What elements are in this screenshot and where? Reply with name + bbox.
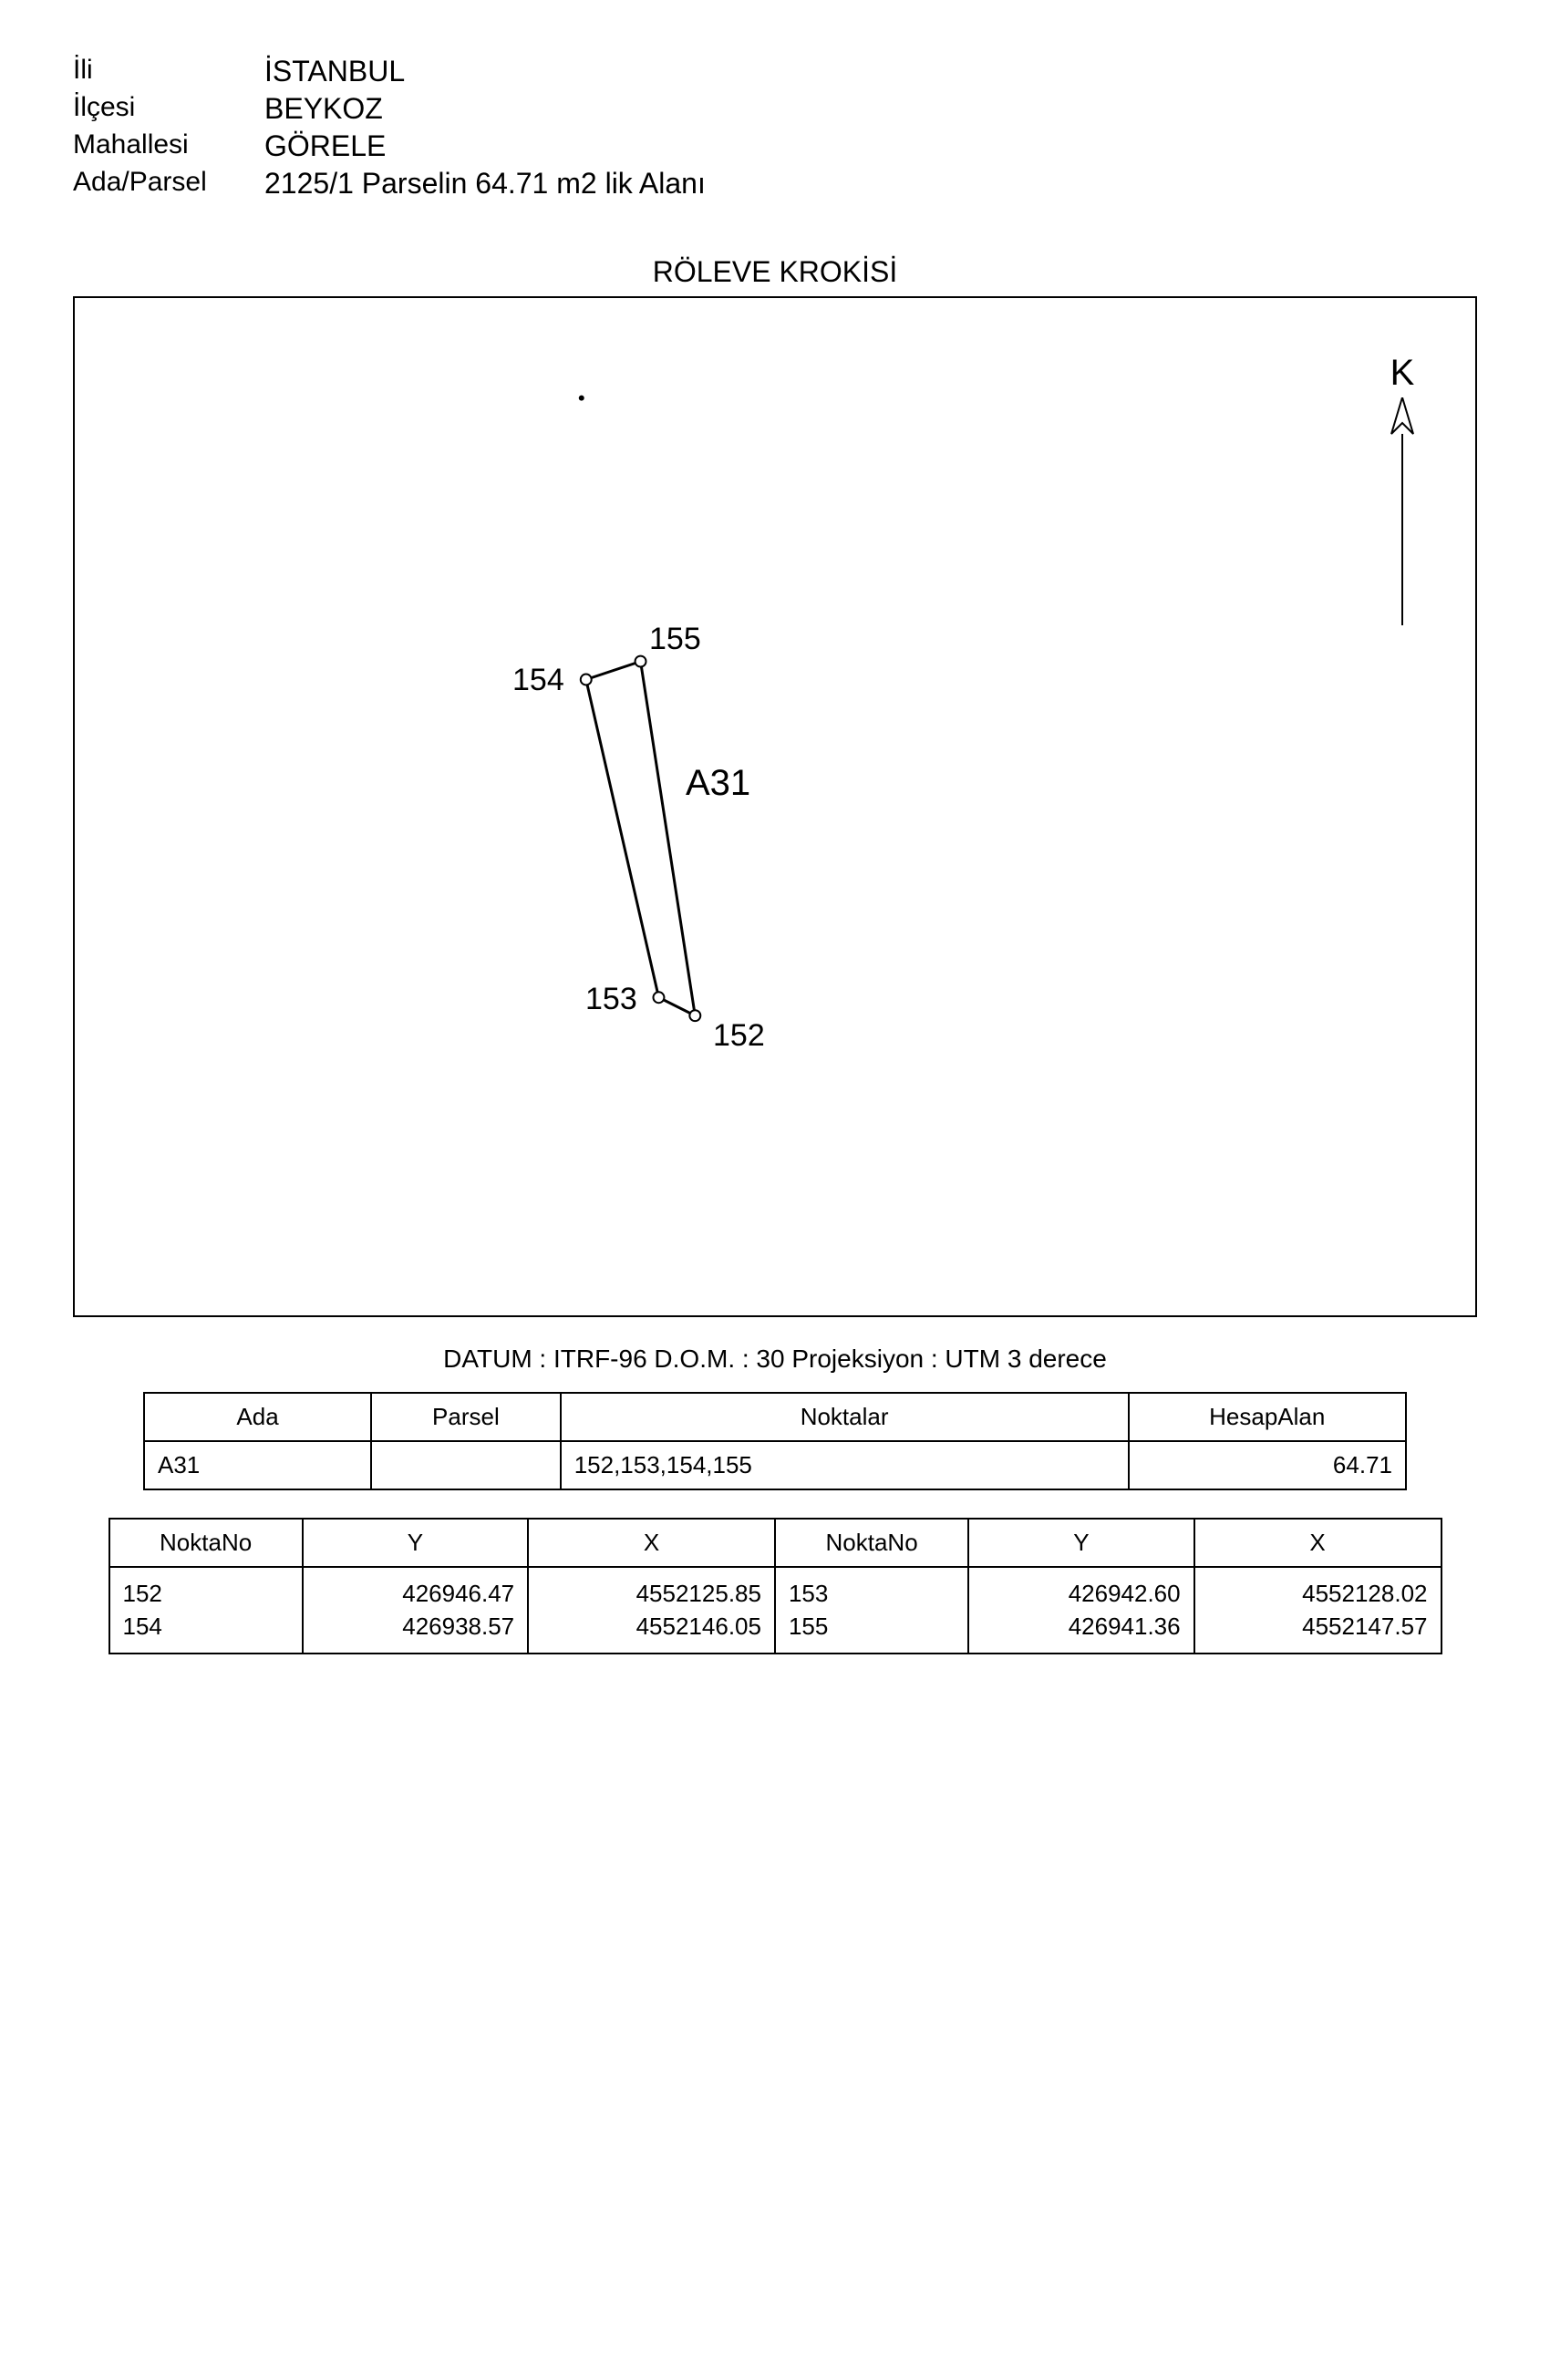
datum-line: DATUM : ITRF-96 D.O.M. : 30 Projeksiyon … <box>73 1345 1477 1374</box>
header-label: Ada/Parsel <box>73 167 264 201</box>
cell-line: 426946.47 <box>316 1577 514 1610</box>
cell-line: 426941.36 <box>982 1610 1180 1643</box>
cell-y-2: 426942.60 426941.36 <box>968 1567 1194 1654</box>
table-row: 152 154 426946.47 426938.57 4552125.85 4… <box>109 1567 1442 1654</box>
header-row-adaparsel: Ada/Parsel 2125/1 Parselin 64.71 m2 lik … <box>73 167 1477 201</box>
col-x-1: X <box>528 1519 775 1567</box>
sketch-title: RÖLEVE KROKİSİ <box>73 255 1477 289</box>
header-value: 2125/1 Parselin 64.71 m2 lik Alanı <box>264 167 706 201</box>
cell-noktano-1: 152 154 <box>109 1567 303 1654</box>
header-row-ilce: İlçesi BEYKOZ <box>73 92 1477 126</box>
table-row: A31 152,153,154,155 64.71 <box>144 1441 1406 1489</box>
cell-hesapalan: 64.71 <box>1129 1441 1407 1489</box>
header-label: Mahallesi <box>73 129 264 163</box>
vertex-153 <box>653 992 664 1003</box>
col-noktano-1: NoktaNo <box>109 1519 303 1567</box>
cell-line: 4552125.85 <box>542 1577 761 1610</box>
cell-line: 155 <box>789 1610 955 1643</box>
label-154: 154 <box>512 663 564 698</box>
col-y-2: Y <box>968 1519 1194 1567</box>
header-row-mahalle: Mahallesi GÖRELE <box>73 129 1477 163</box>
label-152: 152 <box>713 1018 765 1054</box>
cell-line: 154 <box>123 1610 289 1643</box>
cell-line: 426942.60 <box>982 1577 1180 1610</box>
label-153: 153 <box>585 982 637 1017</box>
header-value: İSTANBUL <box>264 55 405 88</box>
cell-line: 426938.57 <box>316 1610 514 1643</box>
stray-dot <box>579 396 584 401</box>
label-155: 155 <box>649 622 701 657</box>
cell-x-2: 4552128.02 4552147.57 <box>1194 1567 1442 1654</box>
cell-noktano-2: 153 155 <box>775 1567 968 1654</box>
parcel-sketch <box>75 298 1475 1315</box>
col-ada: Ada <box>144 1393 371 1441</box>
table-header-row: Ada Parsel Noktalar HesapAlan <box>144 1393 1406 1441</box>
cell-x-1: 4552125.85 4552146.05 <box>528 1567 775 1654</box>
header-info: İli İSTANBUL İlçesi BEYKOZ Mahallesi GÖR… <box>73 55 1477 201</box>
col-x-2: X <box>1194 1519 1442 1567</box>
vertex-152 <box>689 1010 700 1021</box>
header-value: BEYKOZ <box>264 92 383 126</box>
cell-line: 4552147.57 <box>1208 1610 1428 1643</box>
cell-line: 4552146.05 <box>542 1610 761 1643</box>
vertex-154 <box>581 675 592 685</box>
col-noktano-2: NoktaNo <box>775 1519 968 1567</box>
cell-ada: A31 <box>144 1441 371 1489</box>
col-noktalar: Noktalar <box>561 1393 1129 1441</box>
coord-table: NoktaNo Y X NoktaNo Y X 152 154 426946.4… <box>108 1518 1442 1654</box>
cell-parsel <box>371 1441 561 1489</box>
col-parsel: Parsel <box>371 1393 561 1441</box>
vertex-155 <box>636 656 646 667</box>
cell-noktalar: 152,153,154,155 <box>561 1441 1129 1489</box>
header-label: İli <box>73 55 264 88</box>
cell-y-1: 426946.47 426938.57 <box>303 1567 528 1654</box>
col-y-1: Y <box>303 1519 528 1567</box>
header-row-il: İli İSTANBUL <box>73 55 1477 88</box>
parcel-polygon <box>586 662 696 1016</box>
label-parcel: A31 <box>686 763 750 804</box>
table-header-row: NoktaNo Y X NoktaNo Y X <box>109 1519 1442 1567</box>
cell-line: 153 <box>789 1577 955 1610</box>
parcel-table: Ada Parsel Noktalar HesapAlan A31 152,15… <box>143 1392 1407 1490</box>
header-value: GÖRELE <box>264 129 386 163</box>
cell-line: 152 <box>123 1577 289 1610</box>
header-label: İlçesi <box>73 92 264 126</box>
col-hesapalan: HesapAlan <box>1129 1393 1407 1441</box>
sketch-frame: K 155 154 153 152 A31 <box>73 296 1477 1317</box>
cell-line: 4552128.02 <box>1208 1577 1428 1610</box>
